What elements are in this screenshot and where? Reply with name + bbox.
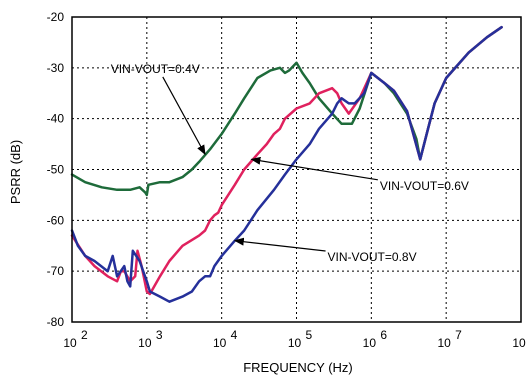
svg-text:10: 10 [437,336,451,350]
x-tick-label: 10 7 [437,328,462,350]
annotation-label: VIN-VOUT=0.8V [328,250,417,264]
y-tick-label: -80 [47,315,65,329]
x-tick-label: 10 5 [288,328,313,350]
svg-text:10: 10 [63,336,77,350]
y-tick-label: -70 [47,264,65,278]
series-line-vin-vout-0-4v [70,25,503,197]
annotation-arrow [250,156,378,181]
y-tick-label: -40 [47,112,65,126]
y-tick-labels: -20 -30 -40 -50 -60 -70 -80 [47,10,65,329]
grid-lines [72,17,521,322]
x-axis-title: FREQUENCY (Hz) [243,360,353,375]
annotation-label: VIN-VOUT=0.4V [111,62,200,76]
x-tick-label: 108 [512,336,526,350]
svg-text:7: 7 [455,328,462,342]
svg-text:5: 5 [306,328,313,342]
plot-frame [71,16,522,323]
annotation-label: VIN-VOUT=0.6V [380,179,469,193]
svg-text:6: 6 [380,328,387,342]
svg-text:3: 3 [156,328,163,342]
svg-text:10: 10 [512,336,526,350]
svg-text:10: 10 [288,336,302,350]
svg-text:2: 2 [81,328,88,342]
svg-text:10: 10 [138,336,152,350]
svg-text:10: 10 [213,336,227,350]
y-tick-label: -20 [47,10,65,24]
y-tick-label: -60 [47,213,65,227]
annotations: VIN-VOUT=0.4V VIN-VOUT=0.6V VIN-VOUT=0.8V [111,62,469,264]
annotation-arrow [162,76,206,156]
y-axis-title: PSRR (dB) [8,140,23,204]
annotation-arrow [233,237,326,252]
svg-text:4: 4 [231,328,238,342]
svg-text:10: 10 [363,336,377,350]
x-tick-labels: 102103104105106107108 [63,328,526,350]
series-line-vin-vout-0-8v [70,25,503,303]
x-tick-label: 10 2 [63,328,88,350]
x-tick-label: 10 4 [213,328,238,350]
y-tick-label: -30 [47,61,65,75]
x-tick-label: 106 [363,328,388,350]
x-tick-label: 10 3 [138,328,163,350]
y-tick-label: -50 [47,163,65,177]
